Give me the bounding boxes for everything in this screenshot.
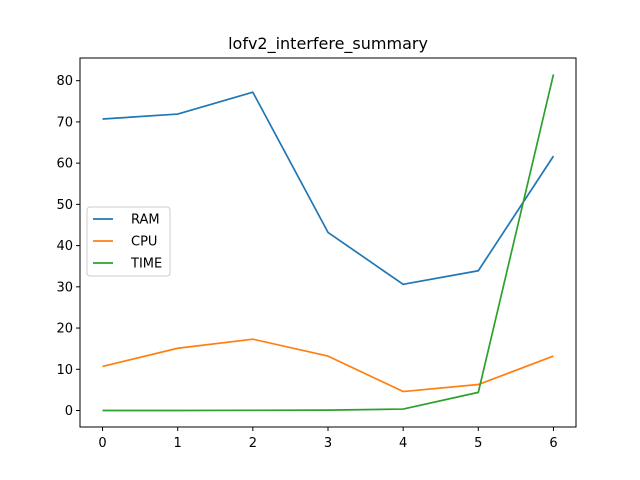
series-line-ram: [102, 91, 555, 286]
series-group: [102, 74, 555, 412]
y-tick-label: 50: [56, 198, 73, 213]
y-tick-label: 30: [56, 280, 73, 295]
x-tick-label: 4: [399, 436, 407, 451]
y-tick-label: 60: [56, 157, 73, 172]
y-tick-label: 10: [56, 363, 73, 378]
x-tick-label: 0: [98, 436, 106, 451]
series-line-time: [102, 74, 555, 412]
legend-label-cpu: CPU: [131, 235, 157, 250]
y-tick-label: 20: [56, 322, 73, 337]
y-tick-label: 70: [56, 115, 73, 130]
chart-title: lofv2_interfere_summary: [228, 34, 428, 54]
y-tick-label: 0: [65, 404, 73, 419]
legend: RAM CPU TIME: [86, 206, 171, 277]
y-tick-label: 80: [56, 74, 73, 89]
series-line-cpu: [102, 338, 554, 393]
y-axis: 0 10 20 30 40 50 60 70 80: [56, 74, 80, 419]
y-tick-label: 40: [56, 239, 73, 254]
legend-label-ram: RAM: [131, 213, 160, 228]
x-tick-label: 1: [174, 436, 182, 451]
x-tick-label: 2: [249, 436, 257, 451]
legend-box: [86, 206, 171, 277]
x-tick-label: 6: [549, 436, 557, 451]
x-tick-label: 5: [474, 436, 482, 451]
x-axis: 0 1 2 3 4 5 6: [98, 427, 558, 451]
x-tick-label: 3: [324, 436, 332, 451]
legend-label-time: TIME: [130, 257, 162, 272]
